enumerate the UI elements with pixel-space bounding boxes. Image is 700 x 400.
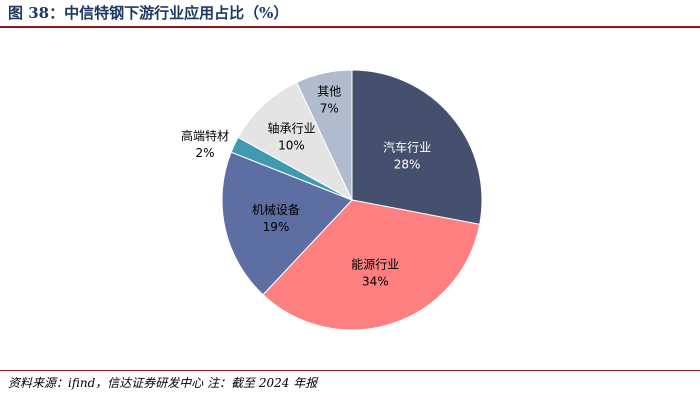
slice-value-label: 28%: [394, 157, 421, 171]
source-note: 资料来源：ifind，信达证券研发中心 注：截至 2024 年报: [8, 376, 318, 390]
slice-value-label: 10%: [278, 139, 305, 153]
slice-category-label: 机械设备: [252, 202, 300, 217]
slice-category-label: 高端特材: [181, 128, 229, 143]
slice-label: 其他 7%: [317, 85, 341, 116]
pie-chart: 汽车行业 28% 能源行业 34% 机械设备 19% 高端特材 2% 轴承行业 10% 其他 7%: [181, 69, 483, 331]
slice-label: 机械设备 19%: [252, 202, 300, 234]
pie-slice: [262, 199, 481, 331]
title-rule: [0, 26, 700, 28]
slice-label: 高端特材 2%: [181, 128, 229, 160]
figure-title: 图 38：中信特钢下游行业应用占比（%）: [8, 4, 289, 22]
slice-value-label: 34%: [362, 275, 389, 289]
slice-label: 汽车行业 28%: [383, 139, 431, 171]
slice-value-label: 7%: [320, 102, 339, 116]
pie-slice: [237, 81, 354, 202]
slice-label: 轴承行业 10%: [267, 121, 315, 153]
slice-value-label: 19%: [263, 220, 290, 234]
pie-slice: [351, 69, 483, 225]
slice-category-label: 轴承行业: [267, 121, 315, 136]
slice-category-label: 其他: [317, 85, 341, 99]
slice-label: 能源行业 34%: [351, 258, 399, 289]
slice-category-label: 能源行业: [351, 258, 399, 272]
pie-slice: [221, 151, 353, 296]
footer-rule: [0, 370, 700, 371]
pie-slice: [295, 69, 353, 201]
slice-category-label: 汽车行业: [383, 139, 431, 154]
slice-value-label: 2%: [195, 146, 214, 160]
